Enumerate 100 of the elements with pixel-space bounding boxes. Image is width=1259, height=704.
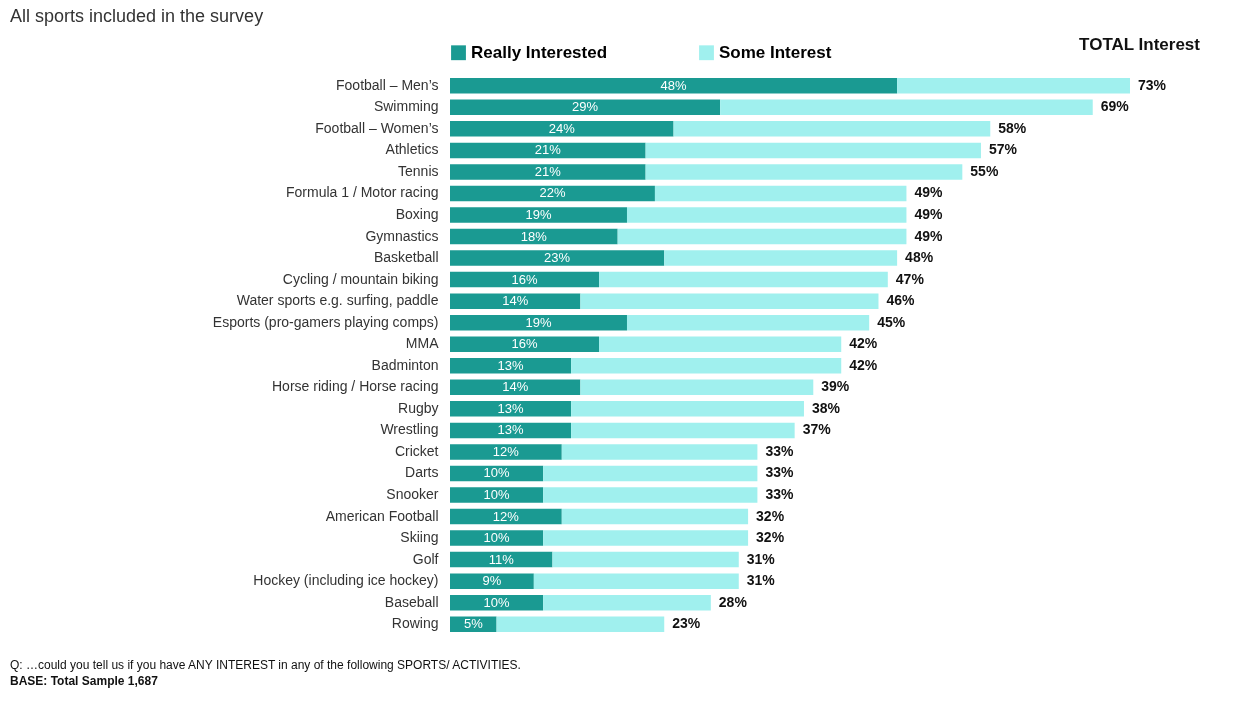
- text: Q: …could you tell us if you have ANY INTEREST in any of the following SPORTS/ ACTIVITIES.: [10, 658, 521, 672]
- bar: [450, 401, 572, 417]
- y-tick-label: Boxing: [395, 206, 439, 222]
- y-tick-label: Horse riding / Horse racing: [271, 378, 439, 395]
- bar: [543, 530, 749, 546]
- data-label: 29%: [572, 99, 599, 115]
- total-label: 32%: [756, 507, 785, 524]
- legend-label: Really Interested: [471, 42, 608, 62]
- bar: [533, 573, 739, 589]
- total-label: 42%: [849, 335, 878, 352]
- total-label: 37%: [802, 421, 832, 438]
- bar: [580, 379, 814, 396]
- text: BASE: Total Sample 1,687: [10, 674, 159, 688]
- bar: [626, 314, 870, 331]
- total-label: 31%: [746, 572, 776, 589]
- data-label: 19%: [525, 207, 552, 222]
- data-label: 14%: [502, 379, 529, 395]
- bar: [496, 616, 665, 632]
- y-tick-label: Swimming: [373, 98, 439, 115]
- data-label: 12%: [492, 508, 520, 524]
- y-tick-label: Rowing: [391, 615, 439, 632]
- bar: [645, 142, 981, 159]
- y-tick-label: American Football: [325, 507, 439, 524]
- bar: [450, 121, 674, 137]
- bar: [654, 185, 907, 202]
- y-tick-label: Cricket: [394, 442, 439, 459]
- data-label: 19%: [525, 314, 552, 330]
- bar: [450, 336, 600, 352]
- total-label: 31%: [746, 550, 776, 567]
- bar: [561, 508, 749, 525]
- data-label: 21%: [534, 163, 562, 179]
- total-label: 42%: [849, 356, 878, 373]
- bar: [645, 164, 963, 180]
- y-tick-label: Basketball: [373, 249, 439, 266]
- bar: [664, 250, 898, 266]
- data-label: 13%: [497, 400, 524, 416]
- y-tick-label: MMA: [405, 335, 440, 352]
- text: TOTAL Interest: [1079, 35, 1201, 54]
- bar: [450, 573, 534, 589]
- total-label: 49%: [914, 184, 944, 201]
- total-label: 28%: [718, 593, 748, 610]
- data-label: 16%: [511, 271, 538, 287]
- bar: [450, 379, 581, 396]
- total-label: 48%: [905, 249, 934, 266]
- data-label: 16%: [511, 336, 538, 352]
- total-label: 55%: [970, 162, 999, 179]
- total-label: 32%: [756, 529, 785, 546]
- y-tick-label: Hockey (including ice hockey): [253, 572, 439, 589]
- bar: [450, 314, 627, 331]
- data-label: 10%: [483, 487, 511, 502]
- total-label: 39%: [821, 378, 850, 395]
- bar: [571, 358, 842, 374]
- y-tick-label: Wrestling: [380, 421, 439, 438]
- data-label: 12%: [492, 443, 520, 459]
- bar: [543, 594, 711, 611]
- y-tick-label: Darts: [405, 464, 439, 481]
- y-tick-label: Cycling / mountain biking: [282, 270, 439, 287]
- data-label: 14%: [502, 293, 529, 309]
- total-label: 33%: [765, 486, 794, 502]
- bar: [450, 271, 600, 288]
- bar: [617, 228, 907, 245]
- y-tick-label: Football – Women’s: [315, 119, 439, 136]
- bar: [450, 444, 562, 460]
- y-tick-label: Athletics: [385, 141, 439, 158]
- total-label: 49%: [914, 206, 944, 222]
- total-label: 23%: [672, 615, 701, 632]
- total-label: 57%: [988, 141, 1018, 158]
- y-tick-label: Esports (pro-gamers playing comps): [212, 313, 439, 330]
- bar: [626, 207, 907, 223]
- bar: [561, 444, 758, 460]
- bar: [897, 78, 1130, 94]
- data-label: 23%: [544, 250, 571, 266]
- bar: [571, 422, 795, 439]
- total-label: 69%: [1100, 98, 1130, 115]
- y-tick-label: Football – Men’s: [336, 76, 439, 93]
- bar: [599, 271, 888, 288]
- y-tick-label: Skiing: [400, 529, 439, 546]
- bar: [720, 99, 1093, 116]
- total-label: 33%: [765, 464, 794, 481]
- data-label: 9%: [482, 573, 502, 589]
- bar: [450, 99, 721, 116]
- y-tick-label: Rugby: [398, 399, 439, 416]
- bar: [571, 401, 804, 417]
- data-label: 48%: [660, 77, 688, 93]
- data-label: 22%: [539, 185, 566, 201]
- bar: [552, 551, 739, 568]
- y-tick-label: Golf: [412, 550, 439, 567]
- bar: [450, 164, 646, 180]
- legend-label: Some Interest: [719, 42, 832, 62]
- y-tick-label: Tennis: [398, 162, 439, 179]
- data-label: 11%: [488, 551, 515, 567]
- total-label: 49%: [914, 227, 944, 244]
- data-label: 10%: [483, 465, 511, 481]
- total-label: 45%: [877, 313, 906, 330]
- bar: [543, 465, 758, 482]
- total-label: 33%: [765, 442, 794, 459]
- data-label: 13%: [497, 357, 524, 373]
- data-label: 21%: [534, 142, 562, 158]
- data-label: 18%: [520, 228, 548, 244]
- bar: [450, 358, 572, 374]
